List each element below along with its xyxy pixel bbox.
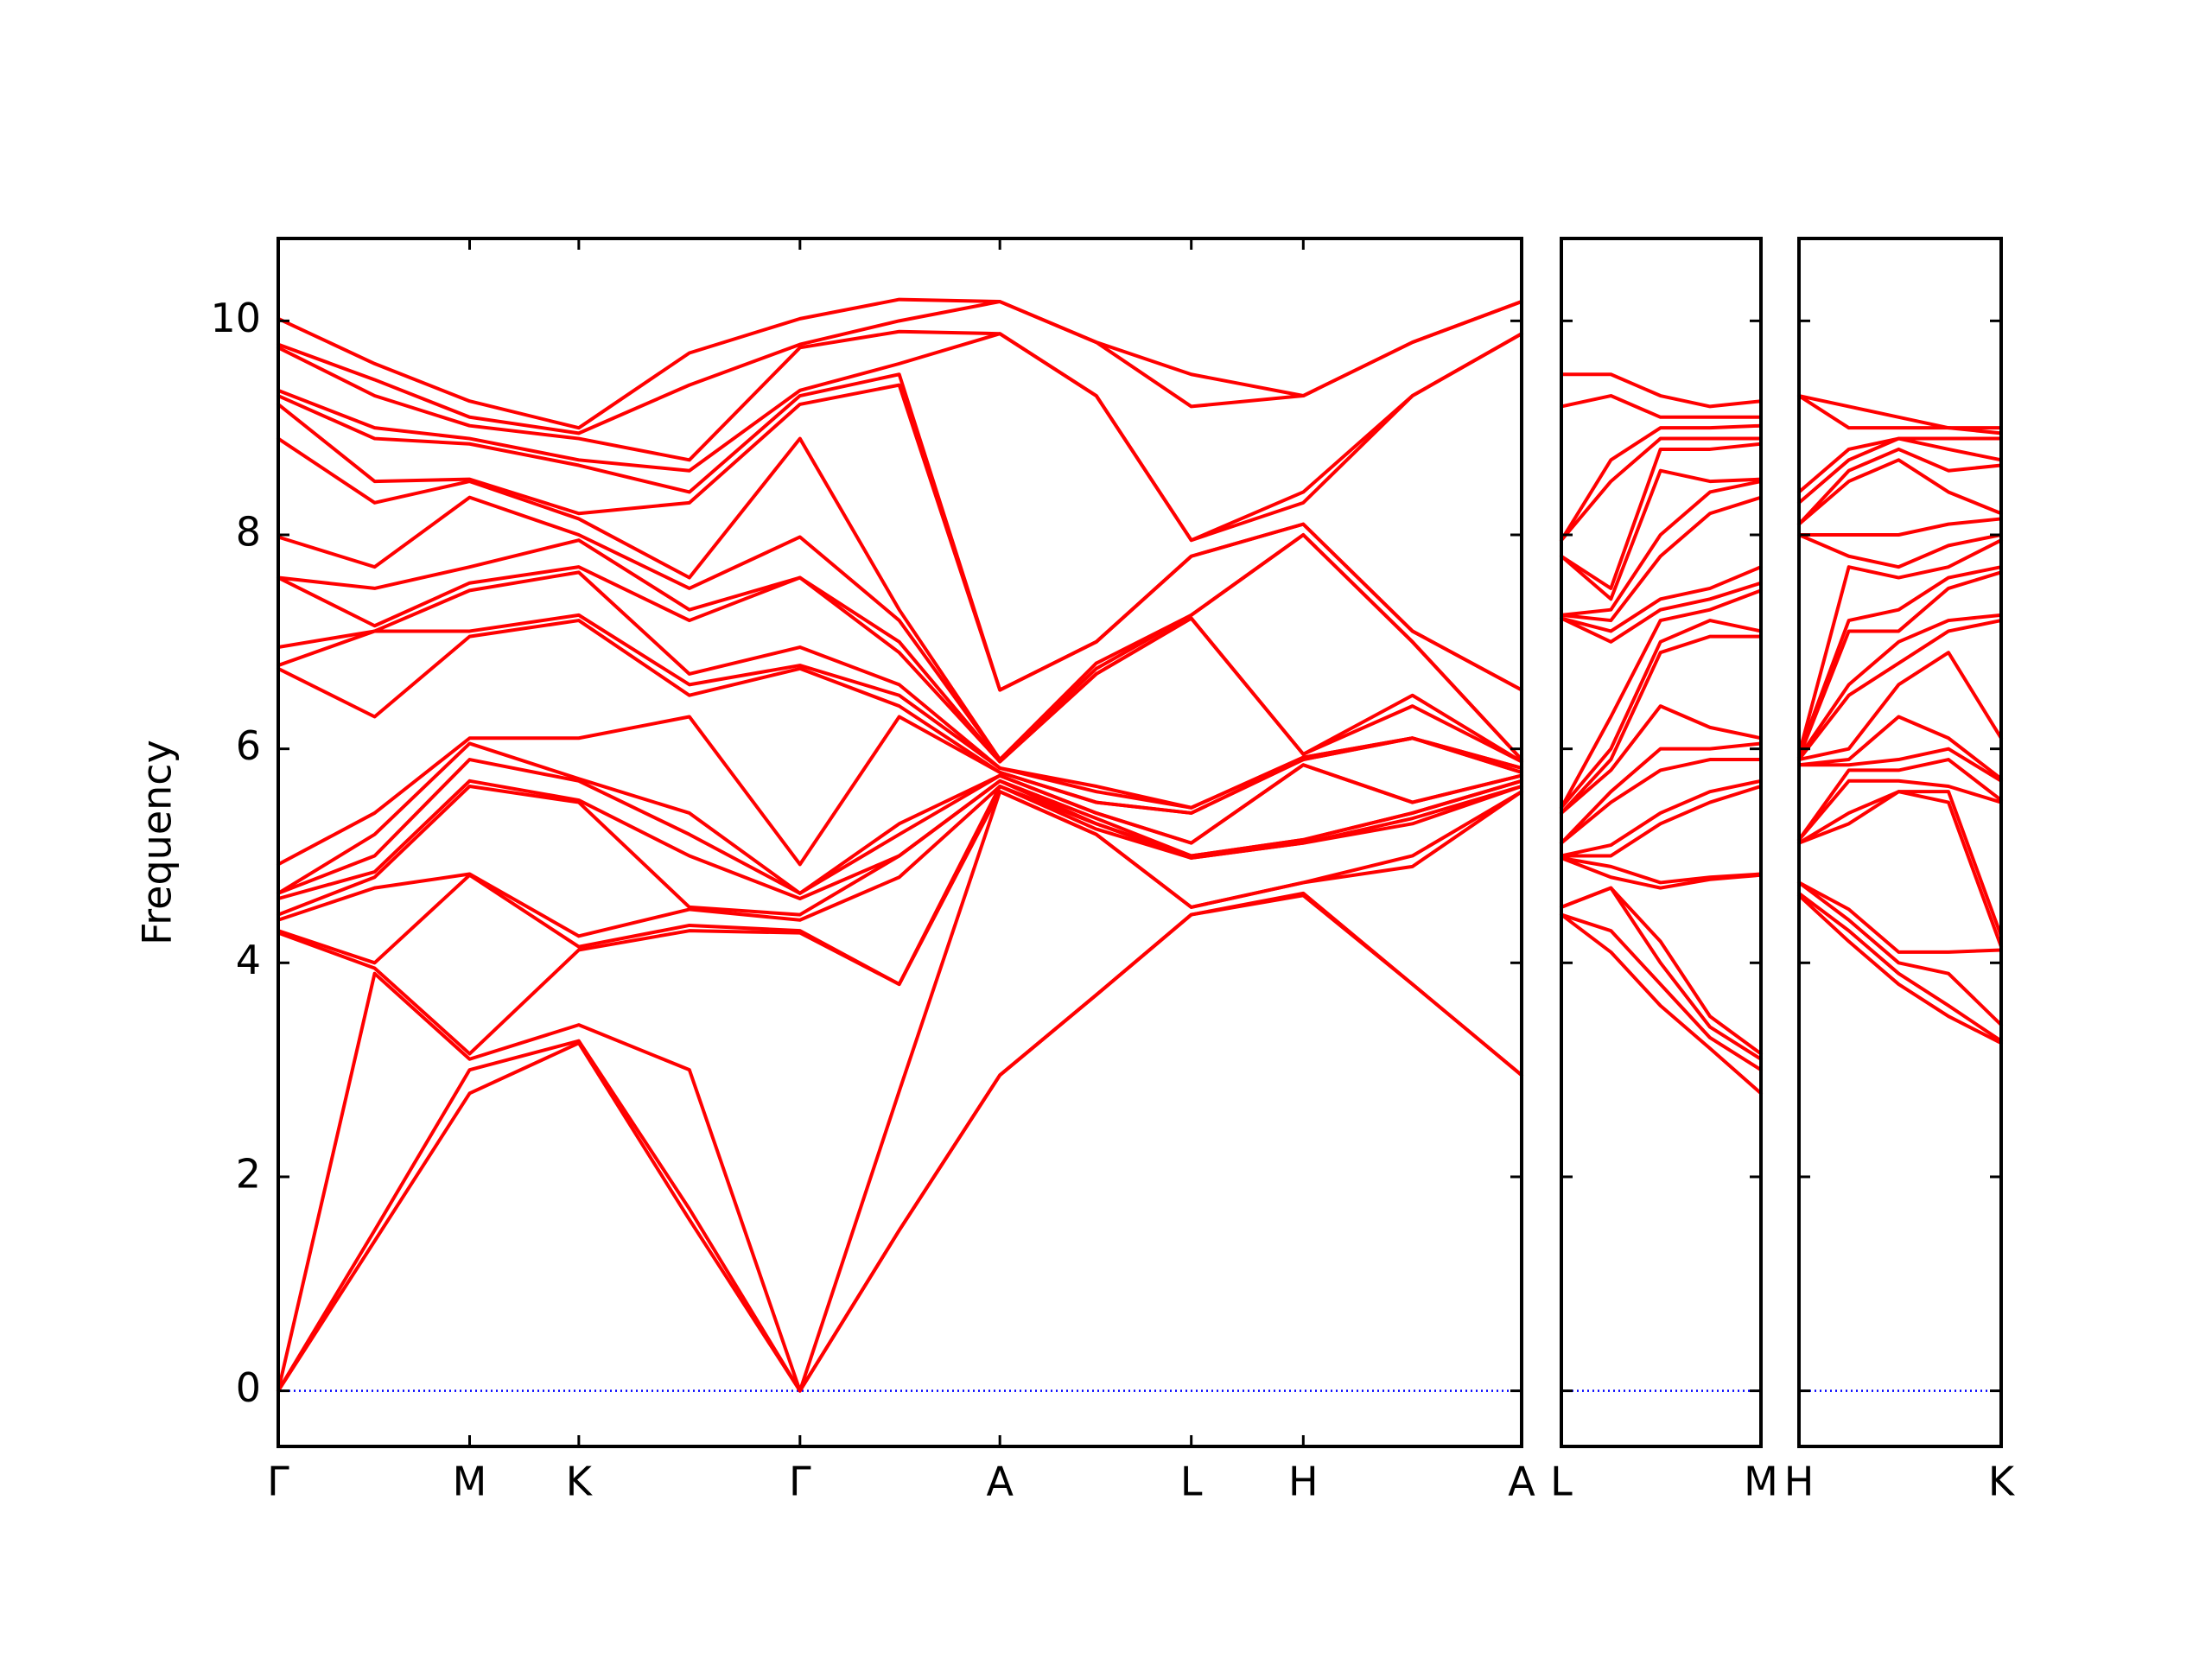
band-line xyxy=(276,300,1523,435)
band-line xyxy=(276,619,1523,815)
band-line xyxy=(1560,565,1763,633)
band-line xyxy=(276,297,1523,430)
band-line xyxy=(1560,468,1763,601)
plot-frame xyxy=(1797,237,2003,1448)
band-line xyxy=(1560,784,1763,858)
x-tick-label: H xyxy=(1288,1459,1319,1505)
band-line xyxy=(1560,480,1763,617)
band-line xyxy=(1560,372,1763,409)
x-tick-label: A xyxy=(986,1459,1014,1505)
band-line xyxy=(1560,912,1763,1072)
x-tick-label: Γ xyxy=(267,1459,289,1505)
band-line xyxy=(1560,912,1763,1096)
band-line xyxy=(1560,394,1763,419)
band-line xyxy=(1797,790,2003,938)
band-line xyxy=(276,495,1523,762)
band-line xyxy=(1560,423,1763,543)
y-tick-label: 4 xyxy=(236,937,261,983)
y-tick-label: 0 xyxy=(236,1364,261,1411)
band-line xyxy=(1560,779,1763,858)
x-tick-label: A xyxy=(1508,1459,1535,1505)
band-line xyxy=(1797,565,2003,756)
y-tick-label: 6 xyxy=(236,722,261,769)
band-line xyxy=(1797,880,2003,954)
band-line xyxy=(1560,588,1763,810)
band-line xyxy=(1797,533,2003,569)
band-line xyxy=(1560,495,1763,623)
band-line xyxy=(276,784,1523,987)
band-line xyxy=(276,570,1523,810)
x-tick-label: M xyxy=(1744,1459,1778,1505)
band-line xyxy=(1797,570,2003,760)
band-line xyxy=(1797,747,2003,783)
band-line xyxy=(276,436,1523,762)
plot-frame xyxy=(1560,237,1763,1448)
band-line xyxy=(1797,458,2003,526)
band-line xyxy=(1560,855,1763,885)
band-line xyxy=(1797,891,2003,1043)
band-line xyxy=(1797,893,2003,1046)
y-tick-label: 2 xyxy=(236,1150,261,1197)
band-line xyxy=(276,332,1523,543)
band-line xyxy=(276,538,1523,764)
band-line xyxy=(1797,394,2003,430)
band-line xyxy=(276,891,1523,1393)
band-line xyxy=(1797,517,2003,537)
band-line xyxy=(1797,619,2003,762)
band-line xyxy=(276,329,1523,543)
band-line xyxy=(1560,855,1763,890)
plot-frame xyxy=(276,237,1523,1448)
band-line xyxy=(1797,538,2003,756)
band-line xyxy=(1560,634,1763,815)
x-tick-label: M xyxy=(453,1459,487,1505)
band-line xyxy=(1797,447,2003,526)
x-tick-label: K xyxy=(1988,1459,2016,1505)
band-line xyxy=(276,741,1523,895)
band-line xyxy=(276,372,1523,692)
band-line xyxy=(1797,758,2003,842)
x-tick-label: L xyxy=(1550,1459,1573,1505)
band-line xyxy=(1797,651,2003,762)
band-line xyxy=(276,565,1523,764)
band-line xyxy=(1797,394,2003,435)
y-tick-label: 8 xyxy=(236,508,261,555)
band-line xyxy=(1560,886,1763,1056)
y-axis-label: Frequency xyxy=(134,740,181,945)
band-line xyxy=(276,784,1523,938)
band-line xyxy=(1560,741,1763,845)
x-tick-label: L xyxy=(1180,1459,1203,1505)
x-tick-label: Γ xyxy=(789,1459,811,1505)
y-tick-label: 10 xyxy=(210,295,261,341)
band-line xyxy=(1797,779,2003,842)
band-line xyxy=(1560,619,1763,810)
band-line xyxy=(1560,442,1763,590)
band-line xyxy=(1560,581,1763,644)
x-tick-label: H xyxy=(1784,1459,1815,1505)
band-line xyxy=(1797,880,2003,1027)
band-line xyxy=(276,893,1523,1393)
band-line xyxy=(1797,715,2003,781)
band-line xyxy=(1560,704,1763,815)
band-line xyxy=(1560,758,1763,845)
band-line xyxy=(276,779,1523,901)
band-line xyxy=(1797,436,2003,494)
band-line xyxy=(276,779,1523,917)
band-line xyxy=(1797,613,2003,760)
x-tick-label: K xyxy=(566,1459,594,1505)
band-line xyxy=(1560,436,1763,543)
